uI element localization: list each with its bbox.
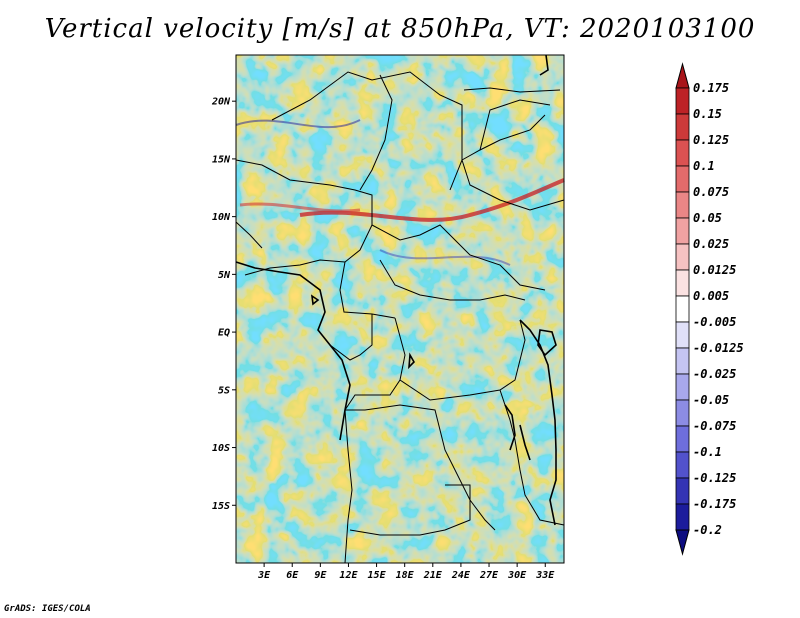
colorbar-label: 0.005 [693,289,729,303]
colorbar-segment [675,347,690,375]
colorbar-segment [675,503,690,531]
colorbar-label: -0.075 [693,419,736,433]
lat-tick-label: 5S [218,385,230,396]
colorbar-label: 0.15 [693,107,722,121]
vertical-velocity-field [236,55,564,563]
country-borders [235,71,565,564]
lon-tick-label: 15E [368,570,387,581]
colorbar-label: -0.175 [693,497,736,511]
lon-tick-label: 6E [286,570,299,581]
lon-tick-label: 33E [535,570,555,581]
lat-tick-label: 15N [212,154,231,165]
lat-tick-label: 10N [212,212,231,223]
colorbar-segment [675,451,690,479]
colorbar-segment [675,217,690,245]
lon-tick-label: 18E [396,570,415,581]
lat-tick-label: 10S [212,443,230,454]
colorbar-segment [675,191,690,219]
colorbar-label: 0.0125 [693,263,736,277]
descent-band [235,119,361,129]
colorbar: 0.175 0.15 0.125 0.1 0.075 0.05 0.025 0.0125 0.0… [675,62,744,556]
colorbar-label: 0.025 [693,237,729,251]
lat-tick-label: EQ [218,328,230,339]
colorbar-label: 0.05 [693,211,722,225]
lon-tick-label: 3E [257,570,271,581]
colorbar-label: 0.125 [693,133,729,147]
colorbar-segment [675,139,690,167]
longitude-axis: 3E 6E 9E 12E 15E 18E 21E 24E 27E 30E 33E [257,563,555,581]
colorbar-label: -0.0125 [693,341,744,355]
ascent-band [239,202,361,213]
colorbar-label: 0.1 [693,159,715,173]
map-plot-area [235,54,565,564]
lon-tick-label: 21E [423,570,443,581]
colorbar-segment [675,243,690,271]
colorbar-segment [675,87,690,115]
colorbar-label: -0.2 [693,523,722,537]
page-title: Vertical velocity [m/s] at 850hPa, VT: 2… [44,14,756,44]
colorbar-label: -0.1 [693,445,722,459]
colorbar-label: -0.005 [693,315,736,329]
colorbar-label: -0.05 [693,393,729,407]
descent-band [379,249,511,266]
ascent-band [299,178,565,222]
colorbar-segment [675,399,690,427]
lat-tick-label: 20N [211,97,231,108]
credit-text: GrADS: IGES/COLA [4,604,91,614]
colorbar-segment [675,373,690,401]
lon-tick-label: 27E [479,570,499,581]
colorbar-segment [675,113,690,141]
colorbar-segment [675,321,690,349]
map-frame [235,54,565,564]
triangle-down-icon [675,529,690,556]
colorbar-segment [675,165,690,193]
triangle-up-icon [675,62,690,89]
latitude-axis: 20N 15N 10N 5N EQ 5S 10S 15S [211,97,236,512]
lon-tick-label: 30E [507,570,527,581]
lat-tick-label: 5N [218,270,231,281]
coastlines [235,54,557,526]
lon-tick-label: 9E [314,570,327,581]
colorbar-label: 0.075 [693,185,729,199]
lon-tick-label: 12E [339,570,358,581]
colorbar-segment [675,425,690,453]
colorbar-segment [675,269,690,297]
colorbar-label: -0.125 [693,471,736,485]
colorbar-segment [675,295,690,323]
lat-tick-label: 15S [212,501,230,512]
colorbar-label: 0.175 [693,81,729,95]
lon-tick-label: 24E [451,570,471,581]
colorbar-label: -0.025 [693,367,736,381]
colorbar-segment [675,477,690,505]
